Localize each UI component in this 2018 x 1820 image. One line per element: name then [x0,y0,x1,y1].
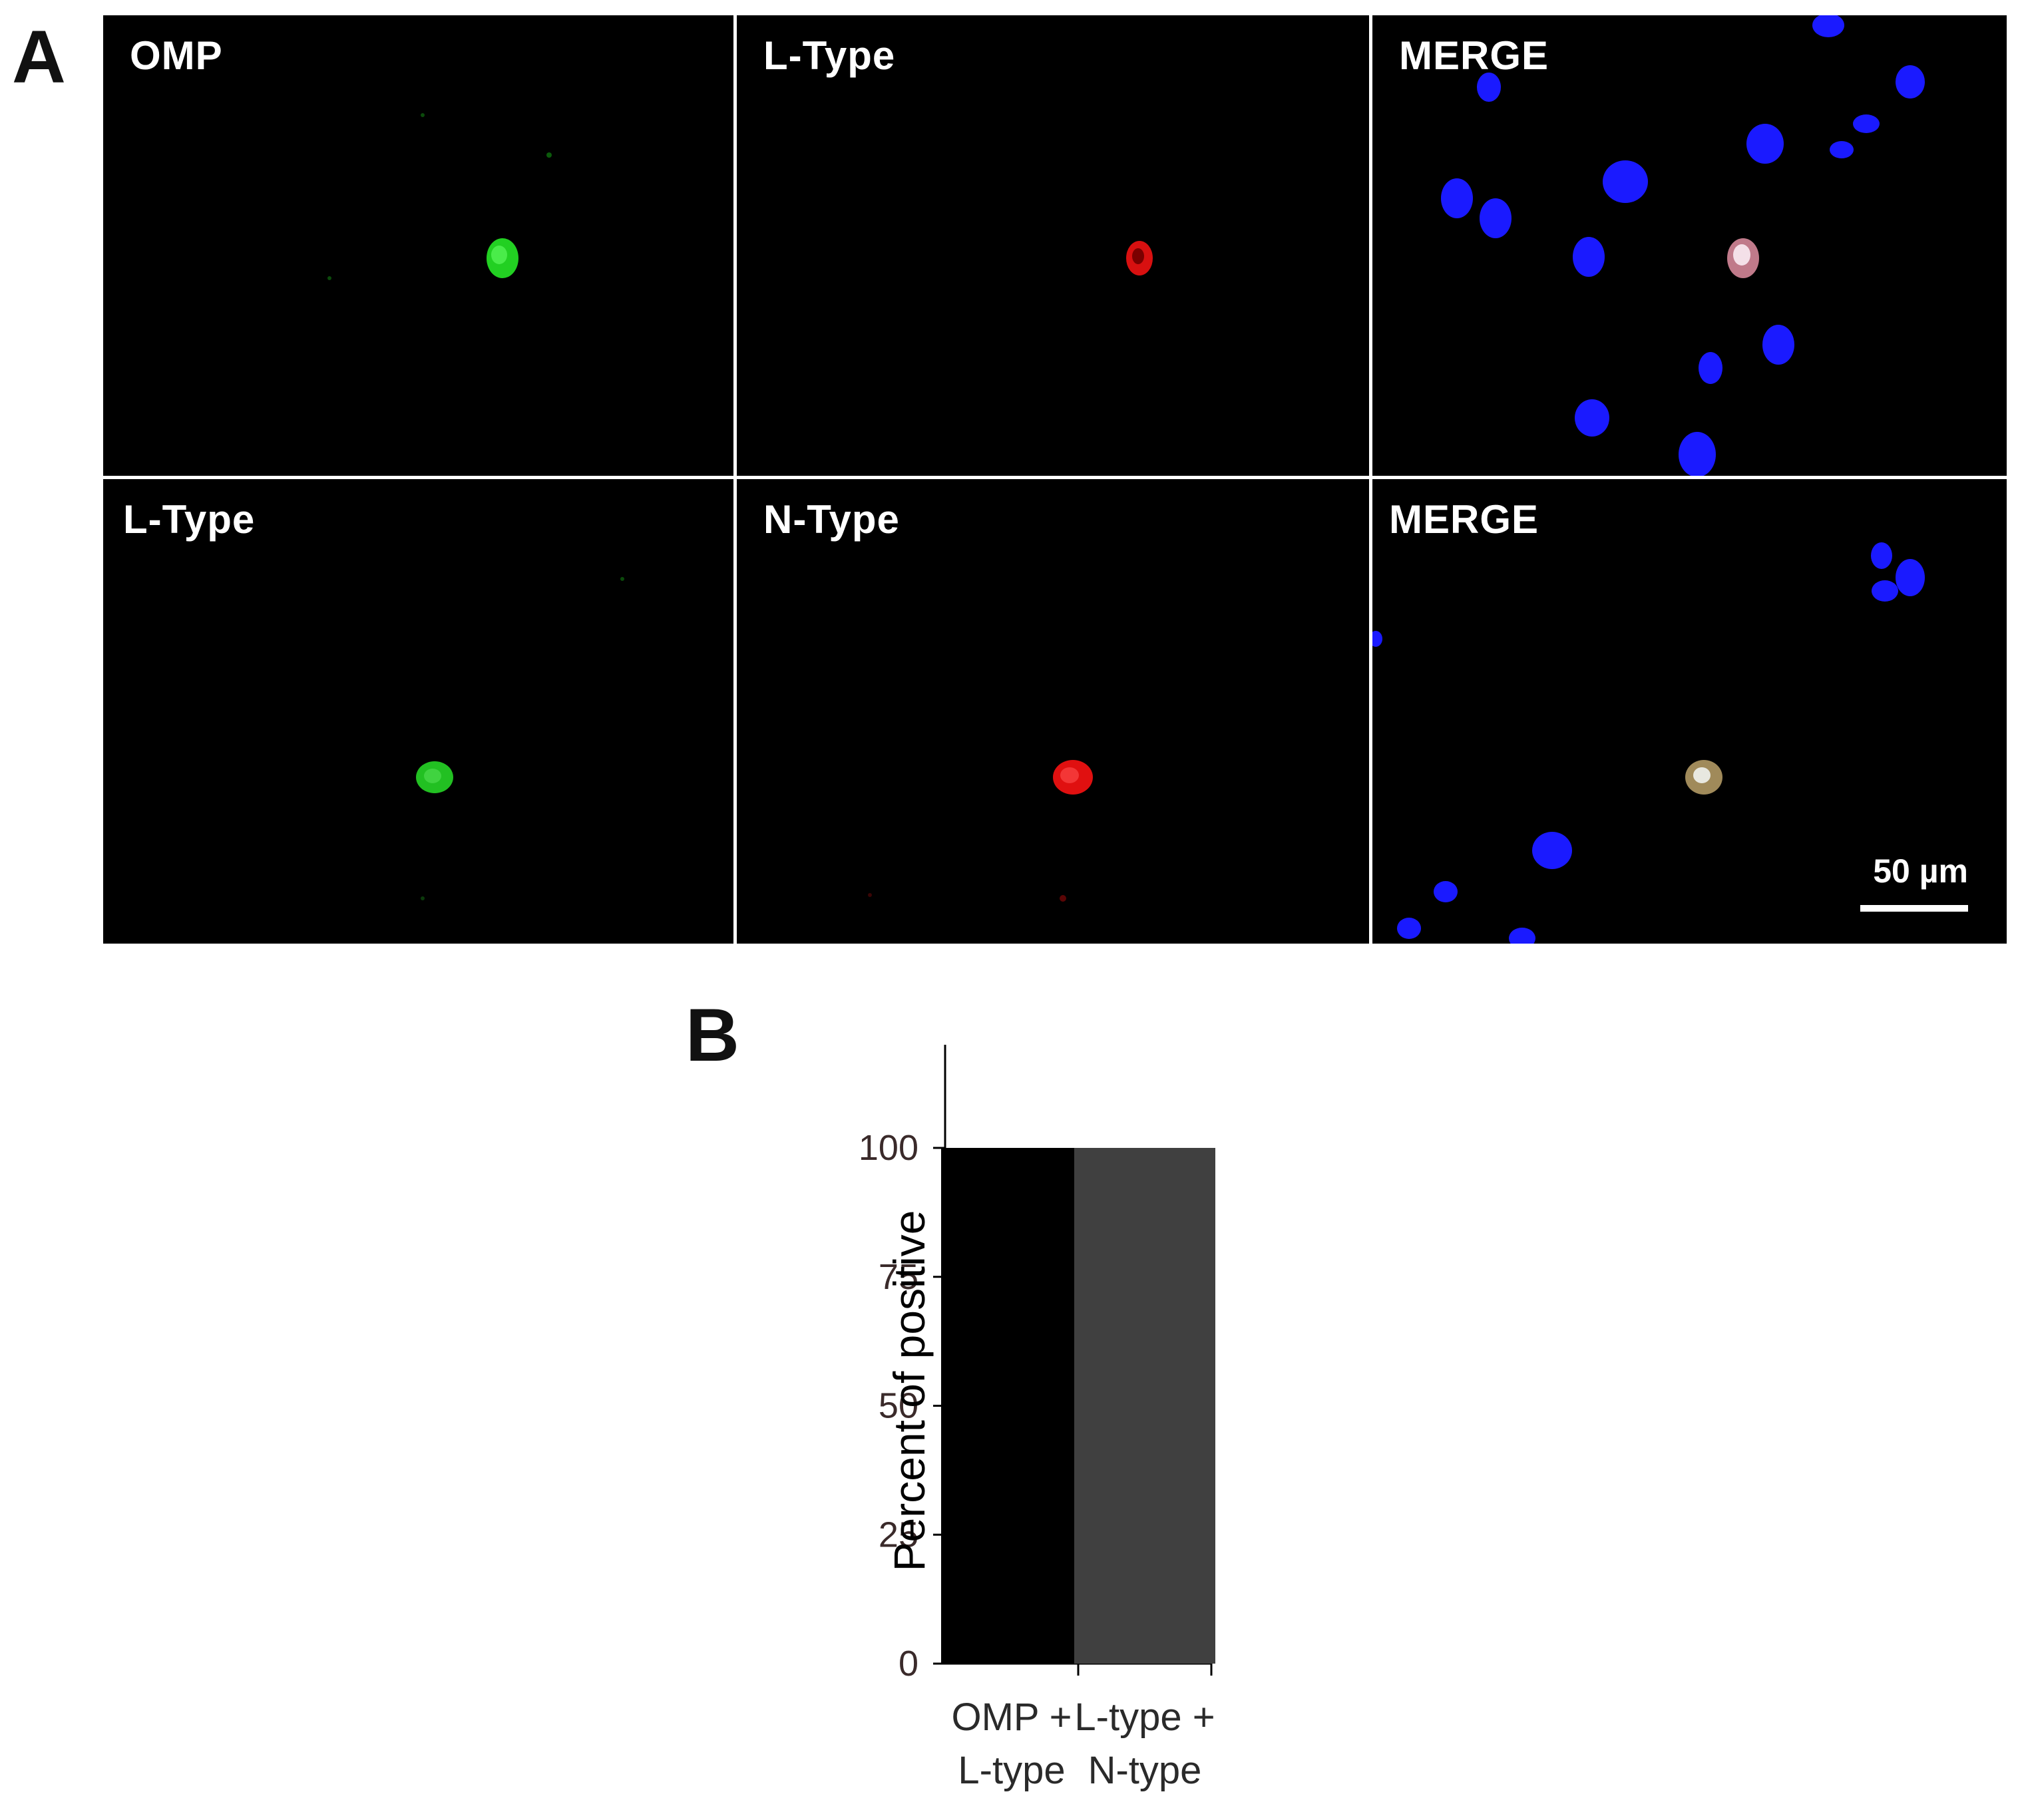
y-axis-title-line1: Percent of positive [885,1210,934,1572]
cell-image-omp [327,113,552,280]
micrograph-n-type: N-Type [737,479,1369,944]
y-tick-label: 50 [879,1386,918,1426]
cell-image-n-type [868,760,1093,902]
micrograph-l-type: L-Type [737,15,1369,476]
cell-image-merge [1441,15,1925,476]
bar [941,1148,1082,1664]
y-axis-title-line2: cells (%) [932,1306,982,1475]
micrograph-l-type-green: L-Type [103,479,733,944]
panel-b-letter: B [686,994,739,1077]
bar [1074,1148,1215,1664]
micrograph-omp: OMP [103,15,733,476]
tile-label: OMP [130,33,223,78]
x-tick-label: L-type + [1074,1696,1215,1739]
tile-label: MERGE [1389,497,1539,542]
y-tick-label: 25 [879,1515,918,1554]
y-tick-label: 0 [899,1644,918,1684]
tile-label: MERGE [1399,33,1549,78]
cell-image-l-type [1126,241,1153,275]
scale-bar [1860,905,1968,912]
x-tick-label: L-type [958,1749,1065,1792]
y-tick-label: 100 [859,1128,918,1168]
tile-label: L-Type [763,33,896,78]
micrograph-merge: MERGE [1372,15,2007,476]
scale-bar-label: 50 µm [1873,852,1968,890]
bar-chart: Percent of positive cells (%) 0 25 50 75 100… [666,998,1531,1817]
cell-image-l-type-green [416,577,624,900]
micrograph-grid: OMP L-Type [103,15,2007,944]
y-tick-label: 75 [879,1257,918,1297]
micrograph-merge-2: MERGE 50 µm [1372,479,2007,944]
cell-image-merge-2 [1372,542,1925,944]
panel-a-letter: A [12,15,66,98]
y-axis-title: Percent of positive cells (%) [885,1131,1005,1650]
x-tick-label: OMP + [951,1696,1072,1739]
x-tick-label: N-type [1088,1749,1202,1792]
tile-label: N-Type [763,497,900,542]
tile-label: L-Type [123,497,256,542]
